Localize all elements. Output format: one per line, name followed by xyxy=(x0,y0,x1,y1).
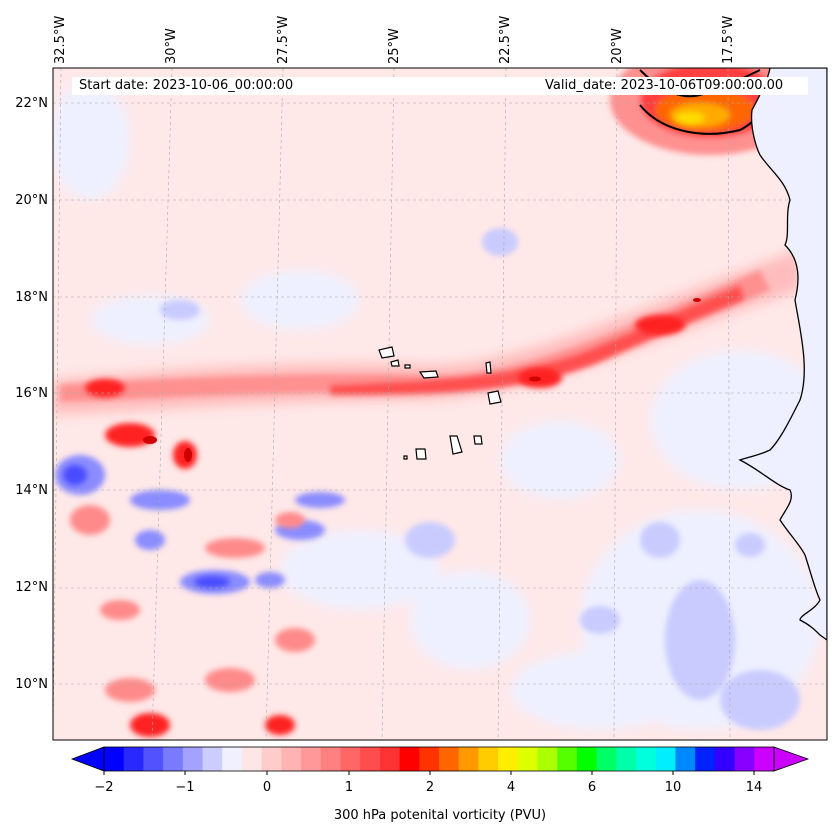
colorbar-swatch xyxy=(360,747,381,771)
graticule xyxy=(53,68,827,740)
colorbar-swatch xyxy=(576,747,598,771)
colorbar-swatch xyxy=(498,747,519,771)
lat-label-20: 20°N xyxy=(15,193,48,208)
colorbar-swatch xyxy=(399,747,420,771)
colorbar-swatch xyxy=(695,747,716,771)
colorbar-extend-max xyxy=(773,746,810,772)
colorbar-swatch xyxy=(241,747,263,771)
lat-label-10: 10°N xyxy=(15,677,48,692)
colorbar-swatch xyxy=(379,747,401,771)
cb-tick-6: 6 xyxy=(587,780,597,795)
lat-label-18: 18°N xyxy=(15,290,48,305)
cb-tick-4: 4 xyxy=(506,780,516,795)
colorbar-swatch xyxy=(636,747,657,771)
colorbar-swatch xyxy=(202,747,223,771)
lon-label-17-5: 17.5°W xyxy=(721,15,736,64)
lat-label-14: 14°N xyxy=(15,483,48,498)
colorbar-swatch xyxy=(734,747,755,771)
colorbar-swatch xyxy=(123,747,144,771)
map-frame xyxy=(52,67,828,741)
colorbar-swatch xyxy=(222,747,243,771)
cb-tick-m2: −2 xyxy=(94,780,114,795)
cb-tick-14: 14 xyxy=(745,780,763,795)
cape-verde-islands xyxy=(378,346,502,460)
lat-label-12: 12°N xyxy=(15,580,48,595)
colorbar xyxy=(70,746,810,775)
colorbar-swatch xyxy=(557,747,578,771)
colorbar-swatch xyxy=(281,747,302,771)
colorbar-swatch xyxy=(458,747,479,771)
start-date-label: Start date: 2023-10-06_00:00:00 xyxy=(79,78,294,93)
colorbar-swatch xyxy=(517,747,539,771)
colorbar-swatch xyxy=(182,747,204,771)
colorbar-swatch xyxy=(439,747,460,771)
colorbar-swatch xyxy=(419,747,440,771)
cb-tick-1: 1 xyxy=(344,780,354,795)
cb-tick-2: 2 xyxy=(425,780,435,795)
lon-label-32-5: 32.5°W xyxy=(53,15,68,64)
lat-label-16: 16°N xyxy=(15,386,48,401)
colorbar-swatch xyxy=(163,747,184,771)
lon-label-20: 20°W xyxy=(610,28,625,64)
colorbar-swatch xyxy=(478,747,499,771)
colorbar-frame xyxy=(103,746,775,772)
lon-label-30: 30°W xyxy=(164,28,179,64)
colorbar-swatch xyxy=(596,747,617,771)
colorbar-swatch xyxy=(714,747,736,771)
cb-tick-0: 0 xyxy=(262,780,272,795)
lat-label-22: 22°N xyxy=(15,96,48,111)
header-strip xyxy=(72,77,808,95)
colorbar-swatch xyxy=(104,747,125,771)
colorbar-swatch xyxy=(143,747,164,771)
colorbar-swatch xyxy=(616,747,637,771)
colorbar-extend-min xyxy=(70,746,105,772)
colorbar-swatch xyxy=(261,747,282,771)
lon-label-22-5: 22.5°W xyxy=(498,15,513,64)
africa-coastline xyxy=(738,68,827,641)
valid-date-label: Valid_date: 2023-10-06T09:00:00.00 xyxy=(545,78,784,93)
lon-label-27-5: 27.5°W xyxy=(276,15,291,64)
colorbar-swatch xyxy=(301,747,322,771)
cb-tick-m1: −1 xyxy=(175,780,195,795)
pv-field xyxy=(53,68,827,740)
colorbar-swatch xyxy=(320,747,341,771)
colorbar-swatch xyxy=(340,747,361,771)
colorbar-swatch xyxy=(675,747,696,771)
colorbar-swatch xyxy=(655,747,676,771)
colorbar-swatch xyxy=(537,747,558,771)
lon-label-25: 25°W xyxy=(387,28,402,64)
cb-tick-10: 10 xyxy=(664,780,682,795)
colorbar-label: 300 hPa potenital vorticity (PVU) xyxy=(333,808,547,823)
colorbar-swatch xyxy=(754,747,775,771)
